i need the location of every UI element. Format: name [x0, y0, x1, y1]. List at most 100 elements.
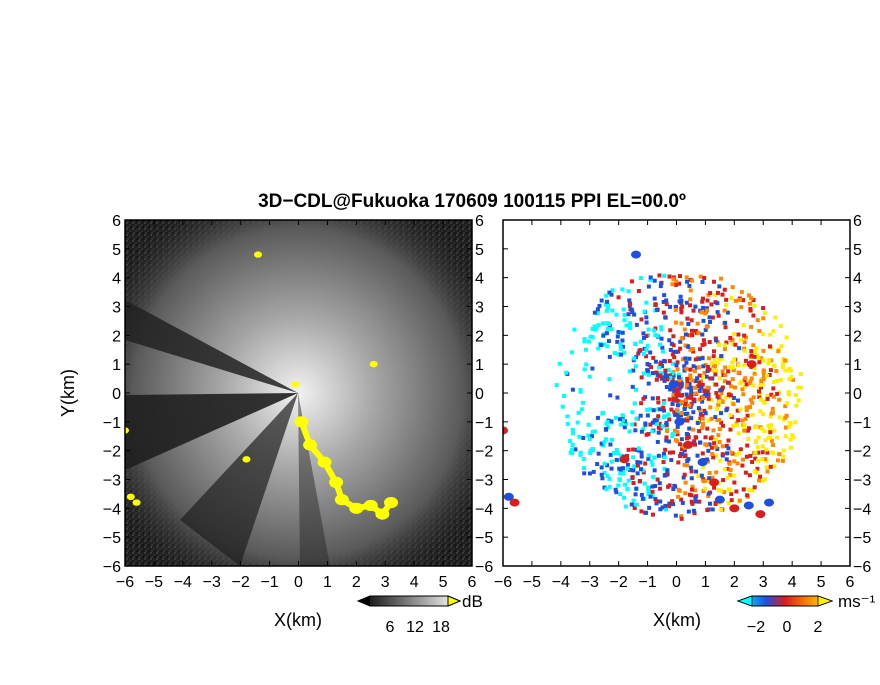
- velocity-pixel: [766, 361, 771, 366]
- velocity-pixel: [630, 410, 635, 415]
- velocity-pixel: [679, 514, 684, 519]
- velocity-pixel: [582, 339, 587, 344]
- velocity-pixel: [644, 315, 649, 320]
- velocity-pixel: [604, 487, 609, 492]
- velocity-pixel: [744, 408, 749, 413]
- velocity-pixel: [650, 396, 655, 401]
- echo-band: [298, 420, 394, 518]
- velocity-pixel: [773, 315, 778, 320]
- velocity-pixel: [557, 361, 562, 366]
- velocity-pixel: [672, 389, 677, 394]
- velocity-pixel: [767, 373, 772, 378]
- velocity-pixel: [756, 356, 761, 361]
- velocity-pixel: [756, 435, 761, 440]
- velocity-pixel: [683, 332, 688, 337]
- velocity-pixel: [700, 416, 705, 421]
- velocity-pixel: [693, 495, 698, 500]
- velocity-pixel: [732, 357, 737, 362]
- velocity-pixel: [599, 465, 604, 470]
- velocity-pixel: [701, 396, 706, 401]
- echo-mark: [242, 456, 251, 463]
- velocity-pixel: [731, 395, 736, 400]
- velocity-pixel: [783, 434, 788, 439]
- velocity-pixel: [756, 458, 761, 463]
- velocity-pixel: [599, 472, 604, 477]
- velocity-pixel: [679, 336, 684, 341]
- velocity-pixel: [607, 476, 612, 481]
- velocity-pixel: [636, 446, 641, 451]
- velocity-pixel: [614, 312, 619, 317]
- velocity-pixel: [752, 371, 757, 376]
- velocity-pixel: [581, 435, 586, 440]
- velocity-pixel: [672, 483, 677, 488]
- velocity-pixel: [747, 426, 752, 431]
- intensity-colorbar-tick: 12: [406, 619, 424, 636]
- velocity-pixel: [642, 335, 647, 340]
- velocity-pixel: [651, 355, 656, 360]
- velocity-pixel: [631, 481, 636, 486]
- velocity-pixel: [728, 427, 733, 432]
- velocity-pixel: [728, 413, 733, 418]
- y-tick-label: −5: [475, 530, 493, 547]
- velocity-pixel: [699, 385, 704, 390]
- velocity-pixel: [702, 408, 707, 413]
- velocity-pixel: [657, 481, 662, 486]
- velocity-pixel: [777, 452, 782, 457]
- velocity-pixel: [708, 436, 713, 441]
- velocity-pixel: [578, 450, 583, 455]
- velocity-pixel: [684, 432, 689, 437]
- velocity-pixel: [741, 392, 746, 397]
- velocity-pixel: [768, 414, 773, 419]
- velocity-pixel: [669, 407, 674, 412]
- velocity-pixel: [620, 466, 625, 471]
- velocity-pixel: [723, 343, 728, 348]
- velocity-pixel: [680, 357, 685, 362]
- y-tick-label: −2: [475, 444, 493, 461]
- velocity-pixel: [653, 302, 658, 307]
- velocity-pixel: [719, 420, 724, 425]
- velocity-pixel: [705, 306, 710, 311]
- velocity-pixel: [627, 369, 632, 374]
- velocity-pixel: [588, 448, 593, 453]
- velocity-pixel: [652, 468, 657, 473]
- velocity-pixel: [622, 350, 627, 355]
- velocity-pixel: [738, 447, 743, 452]
- velocity-pixel: [684, 300, 689, 305]
- y-tick-label: 3: [112, 300, 121, 317]
- velocity-pixel: [746, 293, 751, 298]
- velocity-pixel: [708, 376, 713, 381]
- velocity-pixel: [695, 384, 700, 389]
- velocity-pixel: [701, 488, 706, 493]
- velocity-pixel: [757, 360, 762, 365]
- velocity-pixel: [755, 445, 760, 450]
- velocity-pixel: [644, 334, 649, 339]
- y-tick-label: −3: [475, 473, 493, 490]
- velocity-pixel: [720, 399, 725, 404]
- velocity-pixel: [767, 357, 772, 362]
- velocity-pixel: [680, 304, 685, 309]
- velocity-pixel: [612, 351, 617, 356]
- velocity-pixel: [683, 356, 688, 361]
- velocity-pixel: [646, 491, 651, 496]
- velocity-pixel: [753, 350, 758, 355]
- velocity-pixel: [639, 375, 644, 380]
- velocity-pixel: [716, 433, 721, 438]
- y-tick-label: 0: [853, 386, 862, 403]
- velocity-pixel: [670, 371, 675, 376]
- velocity-pixel: [675, 367, 680, 372]
- velocity-pixel: [634, 322, 639, 327]
- velocity-pixel: [628, 325, 633, 330]
- velocity-pixel: [622, 425, 627, 430]
- velocity-pixel: [719, 488, 724, 493]
- velocity-panel: −6 −5 −4 −3 −2 −1 0 1 2 3 4 5 6 6 5 4 3 2 1 0 −1 −2 −3 −4 −5 −6 X…: [494, 213, 876, 636]
- velocity-pixel: [688, 288, 693, 293]
- velocity-pixel: [706, 494, 711, 499]
- x-tick-label: −4: [174, 574, 192, 591]
- velocity-pixel: [708, 319, 713, 324]
- velocity-pixel: [704, 478, 709, 483]
- velocity-pixel: [657, 421, 662, 426]
- velocity-pixel: [689, 328, 694, 333]
- velocity-pixel: [683, 343, 688, 348]
- velocity-pixel: [700, 332, 705, 337]
- velocity-pixel: [570, 427, 575, 432]
